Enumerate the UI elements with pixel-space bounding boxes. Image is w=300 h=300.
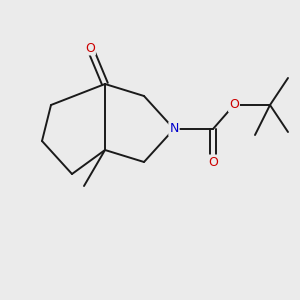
Text: O: O (229, 98, 239, 112)
Text: O: O (208, 155, 218, 169)
Text: N: N (169, 122, 179, 136)
Text: O: O (85, 41, 95, 55)
